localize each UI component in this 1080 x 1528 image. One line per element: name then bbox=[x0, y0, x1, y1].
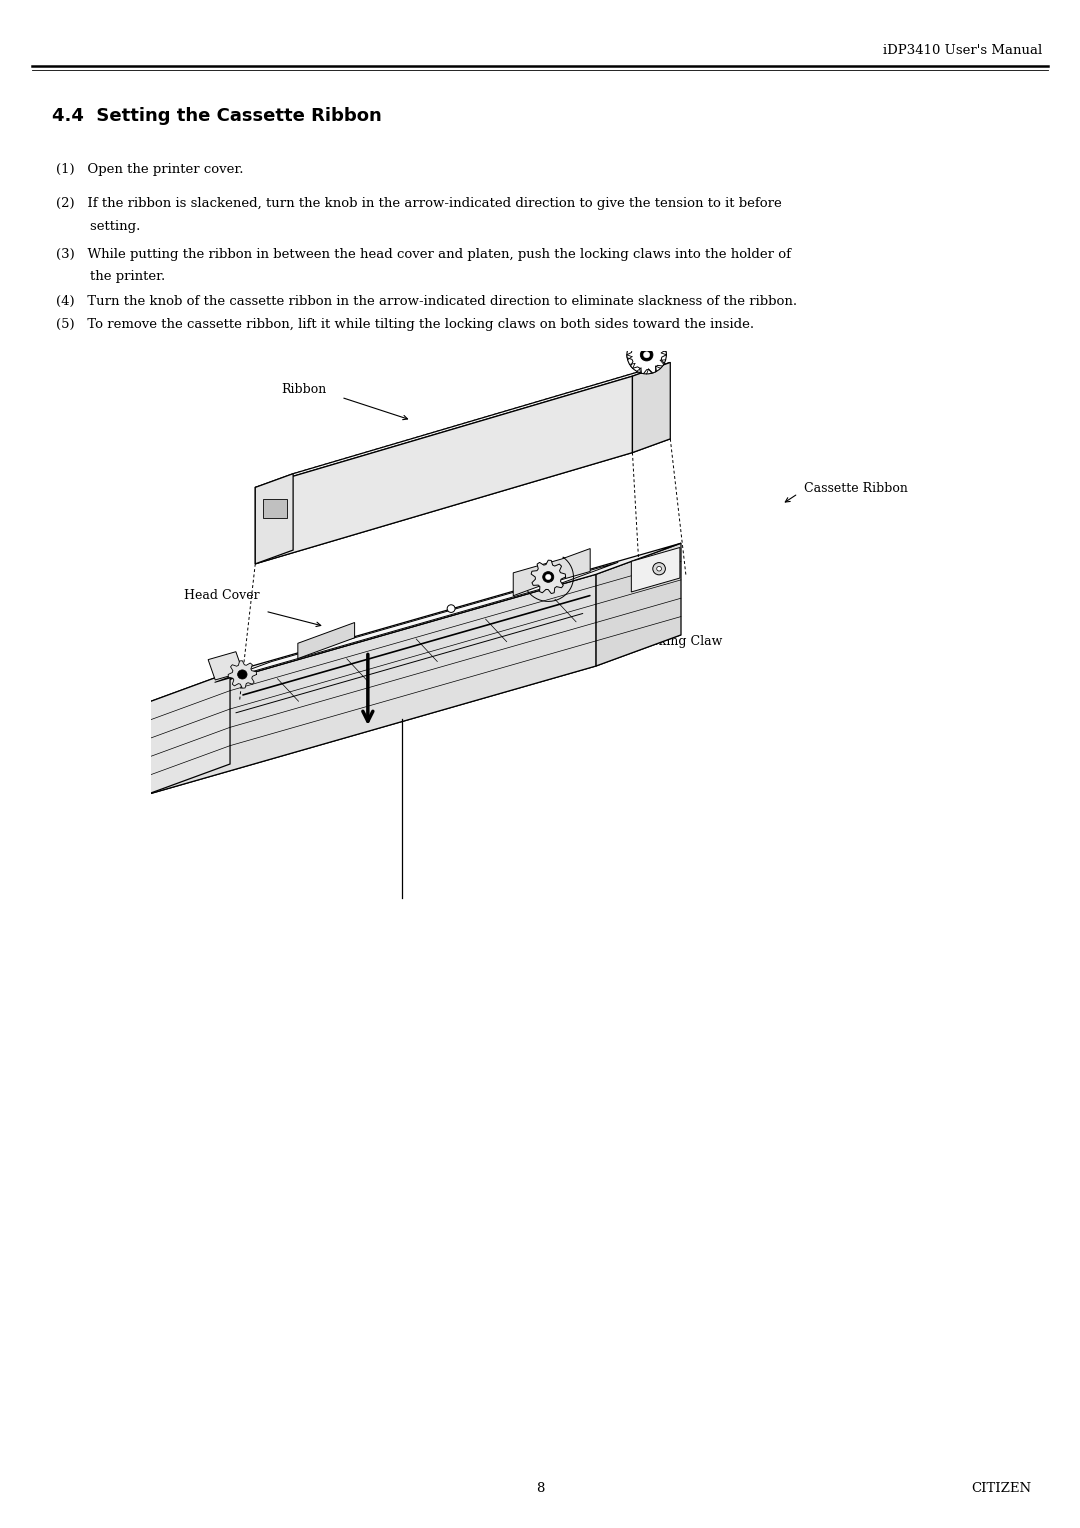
Polygon shape bbox=[255, 376, 633, 564]
Text: 8: 8 bbox=[536, 1482, 544, 1494]
Text: Knob: Knob bbox=[605, 567, 637, 579]
Polygon shape bbox=[145, 575, 596, 795]
Text: Head Cover: Head Cover bbox=[185, 590, 260, 602]
Text: Ribbon: Ribbon bbox=[282, 384, 327, 396]
Polygon shape bbox=[531, 561, 566, 593]
Text: (5)   To remove the cassette ribbon, lift it while tilting the locking claws on : (5) To remove the cassette ribbon, lift … bbox=[56, 318, 754, 332]
Circle shape bbox=[640, 348, 653, 361]
Text: iDP3410 User's Manual: iDP3410 User's Manual bbox=[883, 43, 1042, 57]
Circle shape bbox=[545, 575, 551, 579]
Circle shape bbox=[447, 605, 455, 613]
Text: Cassette Ribbon: Cassette Ribbon bbox=[804, 483, 907, 495]
Text: the printer.: the printer. bbox=[56, 270, 165, 284]
Polygon shape bbox=[255, 474, 293, 564]
Circle shape bbox=[657, 567, 661, 571]
Polygon shape bbox=[228, 660, 257, 688]
Text: (2)   If the ribbon is slackened, turn the knob in the arrow-indicated direction: (2) If the ribbon is slackened, turn the… bbox=[56, 197, 782, 211]
Text: (3)   While putting the ribbon in between the head cover and platen, push the lo: (3) While putting the ribbon in between … bbox=[56, 248, 792, 261]
Text: setting.: setting. bbox=[56, 220, 140, 234]
Polygon shape bbox=[145, 542, 681, 703]
Circle shape bbox=[626, 336, 666, 374]
Polygon shape bbox=[513, 549, 590, 596]
Polygon shape bbox=[145, 672, 230, 795]
Polygon shape bbox=[145, 636, 681, 795]
Text: Platen: Platen bbox=[231, 681, 272, 694]
Text: Locking Claw: Locking Claw bbox=[636, 636, 723, 648]
Polygon shape bbox=[208, 651, 243, 680]
Polygon shape bbox=[215, 562, 618, 683]
Polygon shape bbox=[264, 498, 287, 518]
Text: 4.4  Setting the Cassette Ribbon: 4.4 Setting the Cassette Ribbon bbox=[52, 107, 381, 125]
Circle shape bbox=[543, 571, 554, 582]
Polygon shape bbox=[596, 542, 681, 666]
Circle shape bbox=[238, 669, 247, 678]
Polygon shape bbox=[626, 336, 666, 374]
Polygon shape bbox=[633, 362, 671, 452]
Polygon shape bbox=[255, 439, 671, 564]
Text: (1)   Open the printer cover.: (1) Open the printer cover. bbox=[56, 163, 244, 177]
Polygon shape bbox=[632, 547, 680, 591]
Text: (4)   Turn the knob of the cassette ribbon in the arrow-indicated direction to e: (4) Turn the knob of the cassette ribbon… bbox=[56, 295, 797, 309]
Circle shape bbox=[644, 351, 650, 358]
Polygon shape bbox=[255, 362, 671, 487]
Circle shape bbox=[652, 562, 665, 575]
Polygon shape bbox=[298, 622, 354, 659]
Text: CITIZEN: CITIZEN bbox=[971, 1482, 1031, 1494]
